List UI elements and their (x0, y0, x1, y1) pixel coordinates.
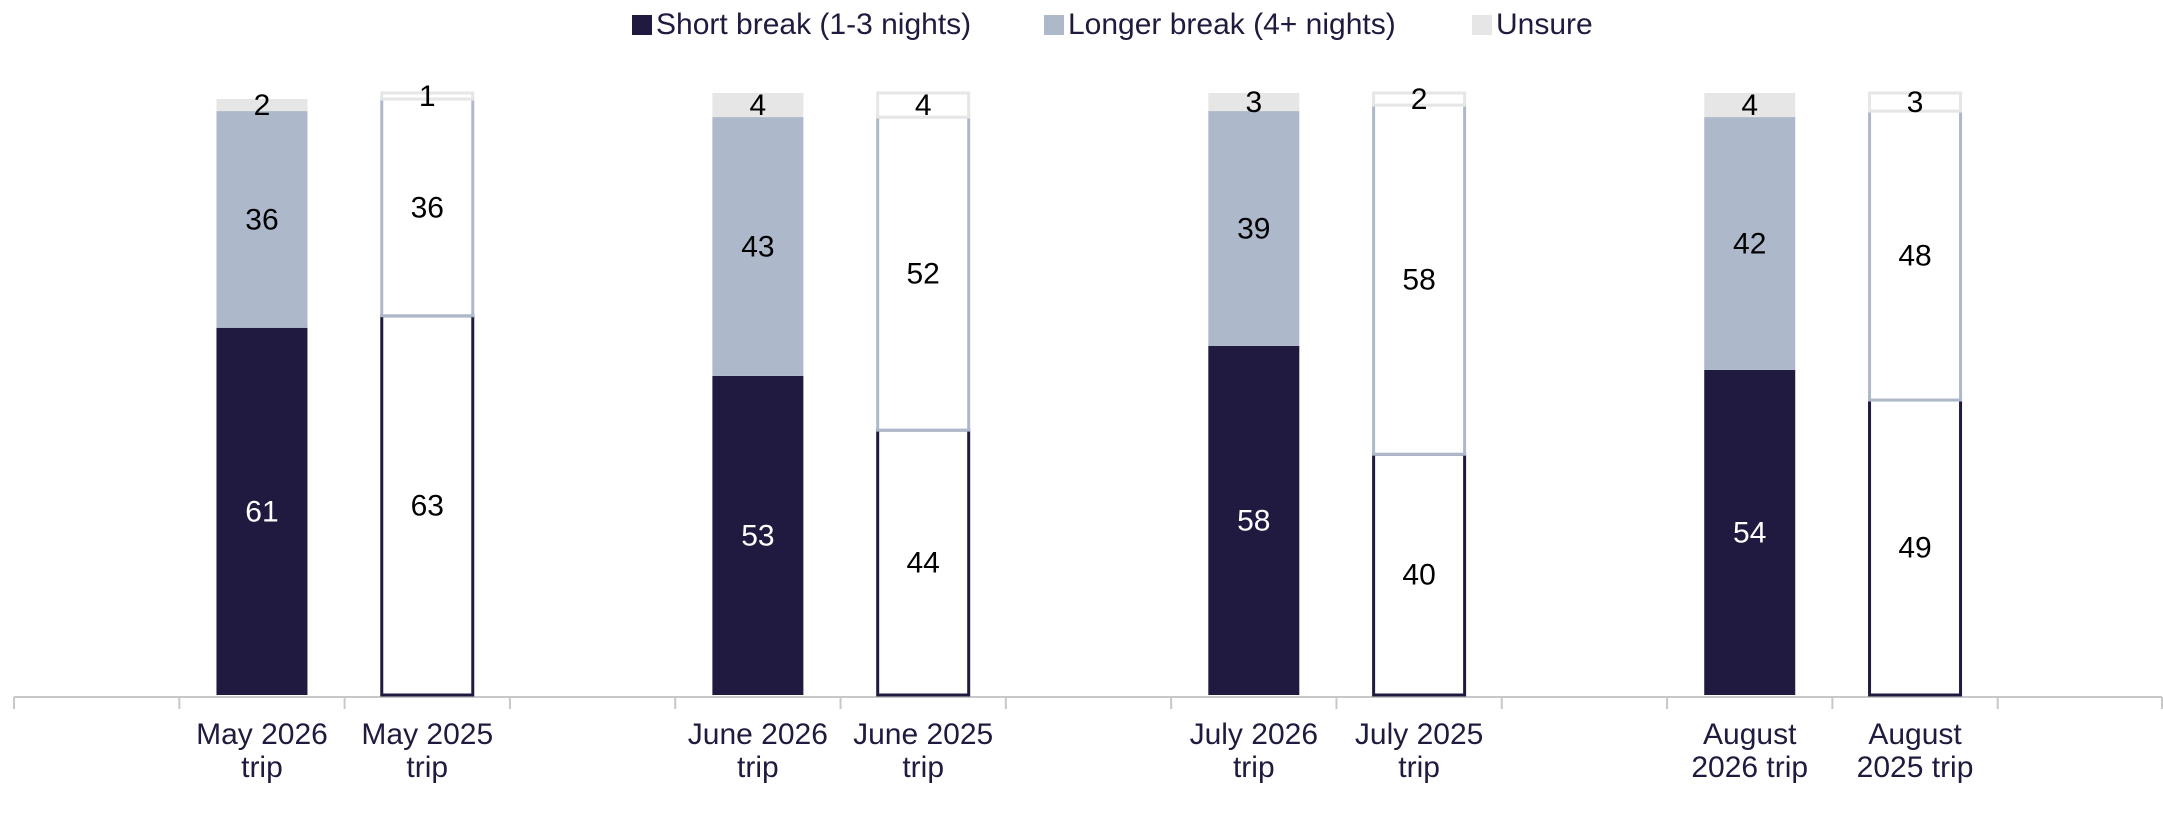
data-label: 43 (741, 230, 774, 263)
data-label: 48 (1898, 239, 1931, 272)
data-label: 4 (915, 89, 932, 122)
x-tick-label: June 2026 trip (687, 718, 828, 784)
bar-segment (380, 314, 475, 697)
bar-segment (1704, 369, 1796, 695)
bar-segment (1868, 91, 1963, 113)
bar-segment (1372, 103, 1467, 456)
data-label: 44 (907, 546, 940, 579)
x-tick-label: May 2025 trip (361, 718, 494, 784)
data-label: 4 (750, 89, 767, 122)
x-tick-label: August 2026 trip (1691, 718, 1809, 784)
data-label: 3 (1245, 86, 1262, 119)
bar-segment (876, 115, 971, 432)
bar-segment (876, 91, 971, 119)
data-label: 36 (411, 191, 444, 224)
x-tick-label: July 2025 trip (1354, 718, 1484, 784)
bar-segment (1868, 109, 1963, 402)
data-label: 36 (245, 203, 278, 236)
data-label: 53 (741, 519, 774, 552)
bar-segment (712, 117, 804, 376)
data-label: 54 (1733, 516, 1766, 549)
bar-segment (216, 99, 308, 112)
legend-swatch (1044, 15, 1064, 35)
data-label: 2 (254, 89, 271, 122)
bar-segment (1208, 345, 1300, 695)
bar-segment (1208, 111, 1300, 346)
data-label: 58 (1402, 264, 1435, 297)
data-label: 52 (907, 258, 940, 291)
data-label: 4 (1741, 89, 1758, 122)
bar-segment (1208, 93, 1300, 112)
legend-label: Unsure (1496, 8, 1593, 41)
legend-swatch (1472, 15, 1492, 35)
data-label: 61 (245, 495, 278, 528)
bar-segment (1372, 91, 1467, 107)
bar-segment (216, 111, 308, 328)
data-label: 2 (1411, 83, 1428, 116)
bar-segment (380, 91, 475, 101)
data-label: 39 (1237, 212, 1270, 245)
legend-label: Longer break (4+ nights) (1068, 8, 1396, 41)
data-label: 40 (1402, 559, 1435, 592)
data-label: 1 (419, 80, 436, 113)
bar-segment (1704, 93, 1796, 118)
bar-segment (712, 375, 804, 695)
data-label: 49 (1898, 531, 1931, 564)
x-tick-label: July 2026 trip (1189, 718, 1319, 784)
legend-swatch (632, 15, 652, 35)
bar-segment (216, 327, 308, 695)
data-label: 3 (1907, 86, 1924, 119)
bar-segment (380, 97, 475, 318)
bar-segment (1704, 117, 1796, 370)
x-tick-label: June 2025 trip (853, 718, 994, 784)
data-label: 58 (1237, 504, 1270, 537)
bar-segment (1868, 398, 1963, 697)
data-label: 42 (1733, 227, 1766, 260)
bar-segment (1372, 452, 1467, 697)
bar-segment (712, 93, 804, 118)
data-label: 63 (411, 489, 444, 522)
legend-label: Short break (1-3 nights) (656, 8, 971, 41)
x-tick-label: May 2026 trip (196, 718, 328, 784)
x-tick-label: August 2025 trip (1856, 718, 1974, 784)
